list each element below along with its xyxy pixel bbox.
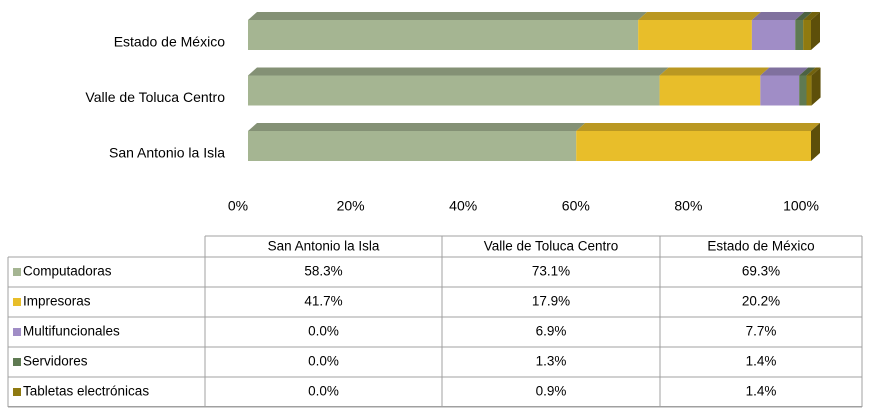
legend-swatch — [13, 298, 21, 306]
bar — [806, 75, 812, 106]
legend-label: Computadoras — [23, 264, 112, 279]
category-label: Estado de México — [114, 34, 225, 50]
table-cell: 0.0% — [308, 384, 339, 399]
bar-top — [576, 123, 820, 131]
table-cell: 0.0% — [308, 354, 339, 369]
table-cell: 69.3% — [742, 264, 780, 279]
legend-swatch — [13, 268, 21, 276]
table-cell: 0.9% — [536, 384, 567, 399]
bar-side — [811, 12, 820, 50]
table-cell: 41.7% — [304, 294, 342, 309]
bar — [248, 20, 639, 50]
column-header: Estado de México — [707, 239, 814, 254]
legend-swatch — [13, 328, 21, 336]
bar-side — [811, 123, 820, 161]
table-cell: 17.9% — [532, 294, 570, 309]
bar — [803, 20, 811, 50]
bar-top — [248, 123, 586, 131]
bar-top — [803, 12, 820, 20]
bar — [248, 75, 660, 106]
table-cell: 6.9% — [536, 324, 567, 339]
legend-swatch — [13, 388, 21, 396]
x-tick-label: 20% — [337, 198, 365, 214]
bar-top — [248, 12, 648, 20]
bar — [799, 75, 807, 106]
table-cell: 7.7% — [746, 324, 777, 339]
x-tick-label: 40% — [449, 198, 477, 214]
column-header: Valle de Toluca Centro — [484, 239, 619, 254]
legend-label: Tabletas electrónicas — [23, 384, 149, 399]
category-label: Valle de Toluca Centro — [85, 89, 225, 105]
bar-top — [638, 12, 761, 20]
bar — [751, 20, 796, 50]
column-header: San Antonio la Isla — [268, 239, 380, 254]
bar-top — [795, 12, 813, 20]
bar — [638, 20, 752, 50]
bar — [659, 75, 761, 106]
legend-label: Impresoras — [23, 294, 91, 309]
x-tick-label: 100% — [783, 198, 819, 214]
table-cell: 1.4% — [746, 354, 777, 369]
table-cell: 1.4% — [746, 384, 777, 399]
table-cell: 73.1% — [532, 264, 570, 279]
bar — [760, 75, 800, 106]
bar — [795, 20, 804, 50]
legend-label: Servidores — [23, 354, 88, 369]
bar-top — [751, 12, 805, 20]
bar-top — [760, 67, 809, 76]
category-label: San Antonio la Isla — [109, 145, 225, 161]
bar — [248, 131, 577, 161]
table-cell: 20.2% — [742, 294, 780, 309]
bar-top — [248, 67, 669, 76]
legend-label: Multifuncionales — [23, 324, 120, 339]
x-tick-label: 60% — [562, 198, 590, 214]
bar-top — [659, 67, 770, 76]
bar-top — [799, 67, 816, 76]
x-tick-label: 80% — [674, 198, 702, 214]
bar-side — [811, 67, 821, 106]
table-cell: 0.0% — [308, 324, 339, 339]
table-cell: 1.3% — [536, 354, 567, 369]
legend-swatch — [13, 358, 21, 366]
x-tick-label: 0% — [228, 198, 248, 214]
bar-top — [806, 67, 821, 76]
table-cell: 58.3% — [304, 264, 342, 279]
bar — [576, 131, 811, 161]
